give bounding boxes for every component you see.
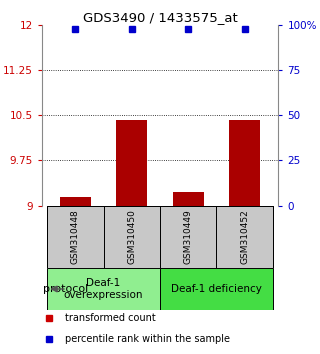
Bar: [47, 268, 160, 310]
Text: GSM310448: GSM310448: [71, 209, 80, 264]
Bar: [160, 268, 273, 310]
Text: GSM310450: GSM310450: [127, 209, 136, 264]
Text: Deaf-1 deficiency: Deaf-1 deficiency: [171, 284, 262, 294]
Text: transformed count: transformed count: [65, 313, 156, 323]
Text: Deaf-1
overexpression: Deaf-1 overexpression: [64, 278, 143, 300]
Text: protocol: protocol: [43, 284, 88, 294]
Bar: [116, 120, 147, 206]
Text: percentile rank within the sample: percentile rank within the sample: [65, 334, 230, 344]
Bar: [160, 206, 216, 268]
Bar: [229, 120, 260, 206]
Title: GDS3490 / 1433575_at: GDS3490 / 1433575_at: [83, 11, 237, 24]
Text: GSM310452: GSM310452: [240, 209, 249, 264]
Bar: [216, 206, 273, 268]
Bar: [173, 192, 204, 206]
Bar: [104, 206, 160, 268]
Bar: [60, 196, 91, 206]
Text: GSM310449: GSM310449: [184, 209, 193, 264]
Bar: [47, 206, 104, 268]
